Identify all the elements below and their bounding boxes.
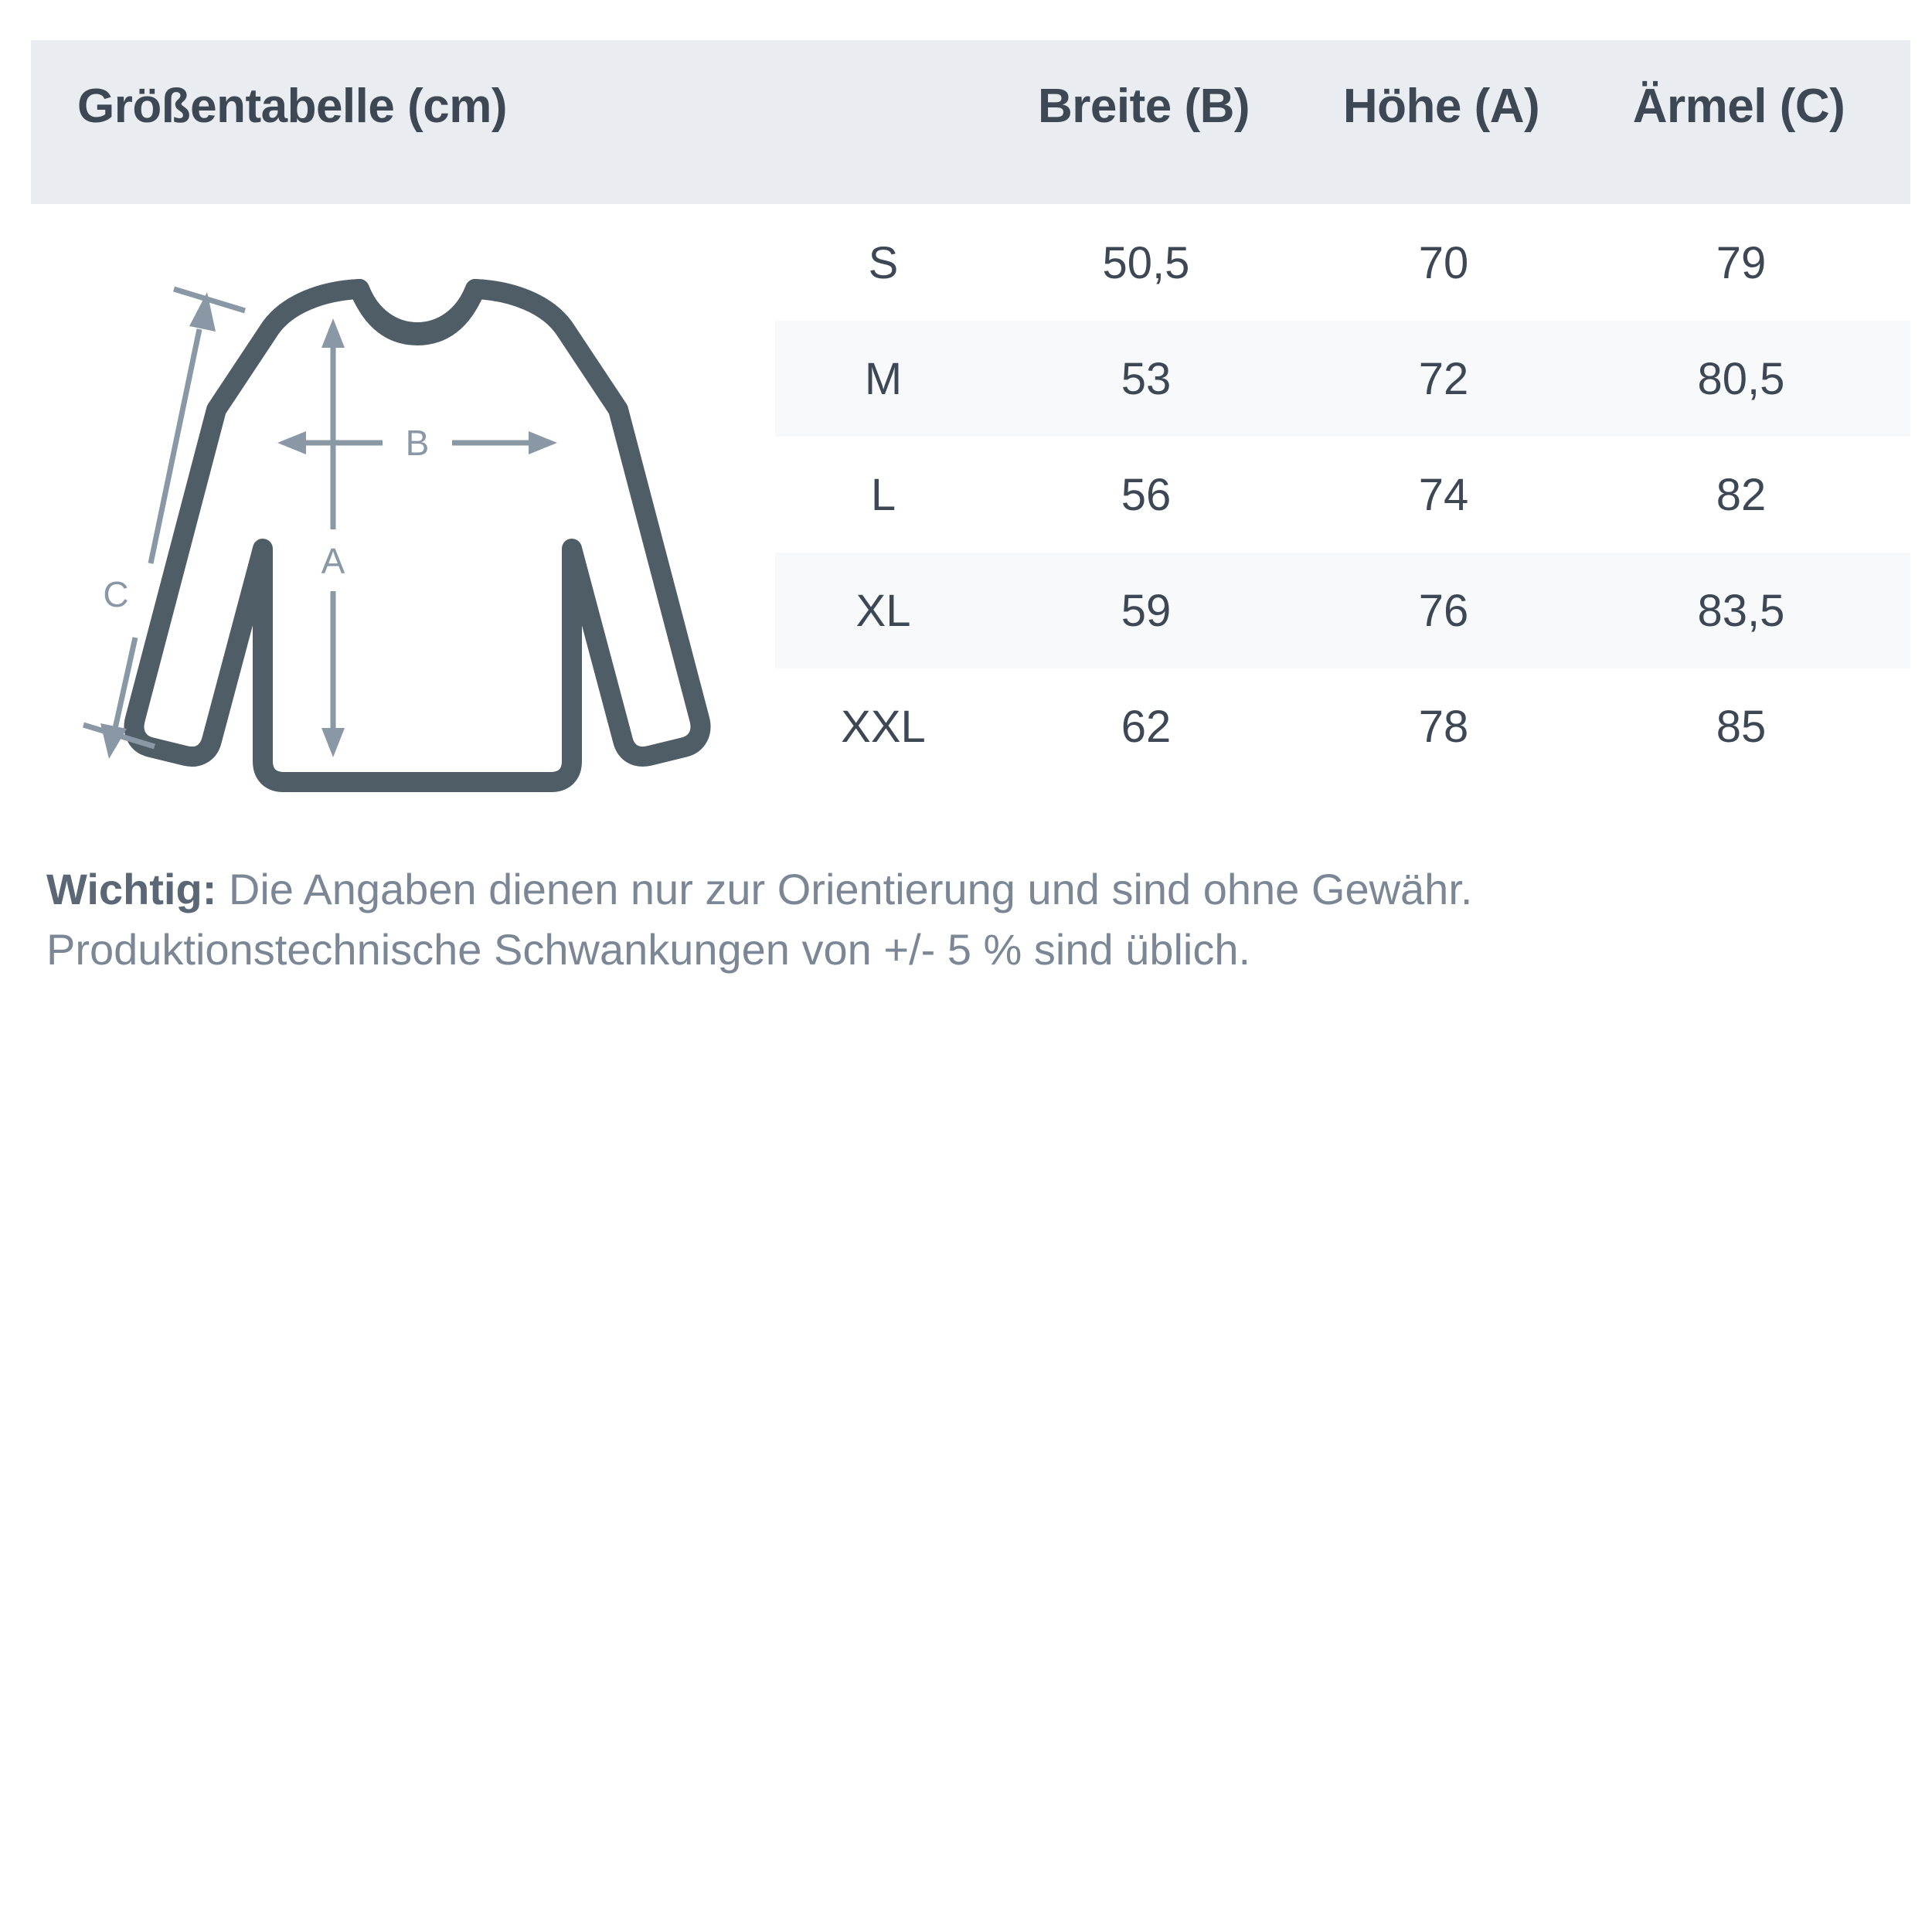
a-arrowhead-top bbox=[321, 318, 345, 348]
long-sleeve-shirt-icon: B A C bbox=[31, 255, 765, 819]
cell-aermel: 85 bbox=[1716, 701, 1767, 752]
disclaimer-line-1: Die Angaben dienen nur zur Orientierung … bbox=[216, 865, 1473, 913]
column-header-group: Breite (B) Höhe (A) Ärmel (C) bbox=[989, 79, 1893, 134]
dimension-arrow-a bbox=[321, 318, 345, 757]
table-row: S 50,5 70 79 bbox=[775, 205, 1910, 321]
cell-aermel: 80,5 bbox=[1697, 353, 1785, 404]
cell-hoehe: 76 bbox=[1418, 585, 1469, 636]
c-arrowhead-bottom bbox=[100, 723, 127, 759]
cell-size: L bbox=[870, 469, 896, 520]
cell-size: S bbox=[868, 237, 899, 288]
cell-breite: 56 bbox=[1121, 469, 1172, 520]
cell-aermel: 82 bbox=[1716, 469, 1767, 520]
column-header-hoehe: Höhe (A) bbox=[1342, 80, 1540, 133]
column-header-aermel: Ärmel (C) bbox=[1632, 80, 1845, 133]
shirt-outline-path bbox=[124, 279, 711, 792]
disclaimer-note: Wichtig: Die Angaben dienen nur zur Orie… bbox=[46, 859, 1886, 980]
table-row: XXL 62 78 85 bbox=[775, 668, 1910, 784]
disclaimer-line-2: Produktionstechnische Schwankungen von +… bbox=[46, 925, 1251, 974]
cell-size: M bbox=[864, 353, 903, 404]
disclaimer-label: Wichtig: bbox=[46, 865, 217, 913]
table-header-band: Größentabelle (cm) Breite (B) Höhe (A) Ä… bbox=[31, 40, 1910, 204]
dimension-label-b: B bbox=[406, 423, 430, 463]
cell-breite: 59 bbox=[1121, 585, 1172, 636]
c-tick-top bbox=[172, 286, 247, 314]
cell-hoehe: 78 bbox=[1418, 701, 1469, 752]
b-arrowhead-left bbox=[277, 431, 306, 454]
cell-hoehe: 72 bbox=[1418, 353, 1469, 404]
cell-aermel: 79 bbox=[1716, 237, 1767, 288]
dimension-arrow-c bbox=[82, 286, 247, 759]
cell-breite: 53 bbox=[1121, 353, 1172, 404]
column-header-breite: Breite (B) bbox=[1037, 80, 1250, 133]
a-arrowhead-bottom bbox=[321, 728, 345, 757]
page-title: Größentabelle (cm) bbox=[77, 80, 508, 133]
cell-size: XXL bbox=[841, 701, 926, 752]
cell-aermel: 83,5 bbox=[1697, 585, 1785, 636]
cell-breite: 62 bbox=[1121, 701, 1172, 752]
dimension-label-a: A bbox=[321, 541, 345, 581]
c-line-lower bbox=[111, 637, 138, 733]
cell-hoehe: 74 bbox=[1418, 469, 1469, 520]
cell-size: XL bbox=[855, 585, 911, 636]
size-table-body: S 50,5 70 79 M 53 72 80,5 L 56 74 82 XL … bbox=[775, 205, 1910, 784]
b-arrowhead-right bbox=[529, 431, 557, 454]
table-row: M 53 72 80,5 bbox=[775, 321, 1910, 437]
cell-hoehe: 70 bbox=[1418, 237, 1469, 288]
dimension-arrow-b bbox=[277, 431, 557, 454]
cell-breite: 50,5 bbox=[1102, 237, 1190, 288]
c-line-upper bbox=[148, 328, 202, 564]
table-row: XL 59 76 83,5 bbox=[775, 553, 1910, 668]
table-row: L 56 74 82 bbox=[775, 437, 1910, 553]
c-arrowhead-top bbox=[189, 292, 216, 332]
dimension-label-c: C bbox=[103, 574, 128, 614]
